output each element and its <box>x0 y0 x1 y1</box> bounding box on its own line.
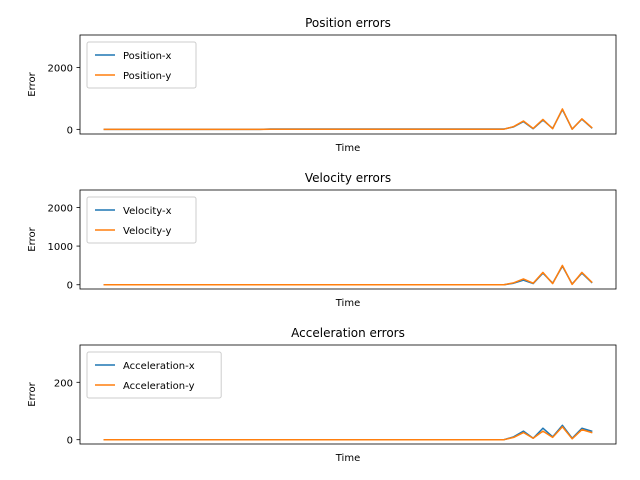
x-axis-label: Time <box>335 143 360 154</box>
chart-title: Position errors <box>305 16 391 30</box>
y-tick-label: 0 <box>67 125 73 136</box>
legend-label: Position-y <box>123 71 171 82</box>
x-axis-label: Time <box>335 453 360 464</box>
x-axis-label: Time <box>335 298 360 309</box>
y-axis-label: Error <box>27 71 38 96</box>
series-line <box>103 426 593 441</box>
legend-label: Acceleration-x <box>123 361 195 372</box>
axes-frame <box>79 189 617 290</box>
y-tick-label: 0 <box>67 436 73 447</box>
legend-label: Acceleration-y <box>123 381 195 392</box>
series-line <box>103 265 593 286</box>
legend: Acceleration-x Acceleration-y <box>86 351 222 399</box>
legend-label: Position-x <box>123 51 172 62</box>
y-axis-label: Error <box>27 381 38 406</box>
legend-frame <box>86 41 197 89</box>
y-tick-label: 200 <box>54 378 73 389</box>
y-tick-label: 0 <box>67 281 73 292</box>
legend-frame <box>86 196 197 244</box>
subplot: 0 1000 2000 Velocity errors Time Error Velocit… <box>27 171 617 309</box>
legend-label: Velocity-y <box>123 226 171 237</box>
y-tick-label: 2000 <box>48 203 73 214</box>
subplot: 0 200 Acceleration errors Time Error Accelera… <box>27 326 617 464</box>
legend-label: Velocity-x <box>123 206 172 217</box>
series-line <box>103 424 593 441</box>
y-tick-label: 1000 <box>48 242 73 253</box>
chart-title: Velocity errors <box>305 171 391 185</box>
legend-frame <box>86 351 222 399</box>
axes-frame <box>79 34 617 135</box>
legend: Position-x Position-y <box>86 41 197 89</box>
y-tick-label: 2000 <box>48 63 73 74</box>
series-line <box>103 108 593 131</box>
series-line <box>103 264 593 286</box>
series-line <box>103 108 593 131</box>
chart-title: Acceleration errors <box>291 326 405 340</box>
legend: Velocity-x Velocity-y <box>86 196 197 244</box>
y-axis-label: Error <box>27 226 38 251</box>
axes-frame <box>79 344 617 445</box>
